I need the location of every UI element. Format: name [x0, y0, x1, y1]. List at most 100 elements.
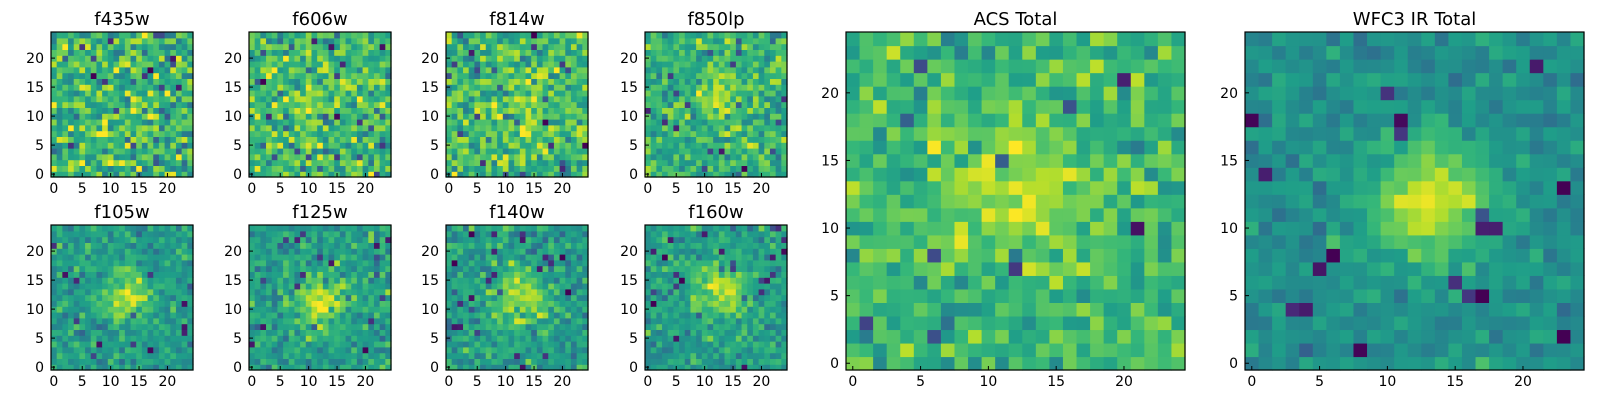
heatmap-cell: [271, 271, 278, 278]
heatmap-cell: [525, 271, 532, 278]
heatmap-cell: [277, 124, 284, 132]
heatmap-cell: [673, 317, 680, 325]
heatmap-cell: [311, 277, 318, 284]
heatmap-cell: [322, 159, 330, 166]
heatmap-cell: [724, 72, 731, 79]
heatmap-cell: [536, 32, 544, 39]
heatmap-cell: [164, 84, 171, 91]
heatmap-cell: [300, 78, 307, 85]
heatmap-cell: [662, 300, 669, 307]
heatmap-cell: [724, 358, 731, 365]
heatmap-cell: [153, 78, 160, 85]
heatmap-cell: [260, 254, 267, 261]
heatmap-cell: [62, 358, 69, 365]
heatmap-cell: [457, 90, 464, 97]
heatmap-cell: [51, 242, 58, 249]
heatmap-cell: [463, 248, 470, 255]
heatmap-cell: [107, 61, 115, 68]
heatmap-cell: [170, 271, 177, 278]
heatmap-cell: [525, 90, 532, 97]
heatmap-cell: [718, 90, 726, 97]
heatmap-cell: [536, 84, 544, 91]
heatmap-cell: [582, 32, 589, 39]
heatmap-cell: [673, 78, 680, 85]
heatmap-cell: [351, 352, 358, 359]
heatmap-cell: [502, 329, 510, 336]
heatmap-cell: [187, 55, 194, 62]
heatmap-cell: [531, 329, 538, 336]
heatmap-cell: [463, 230, 470, 238]
heatmap-cell: [351, 113, 358, 120]
heatmap-cell: [542, 136, 549, 143]
heatmap-cell: [102, 171, 109, 178]
heatmap-cell: [164, 49, 171, 56]
heatmap-cell: [775, 317, 782, 325]
heatmap-cell: [747, 107, 754, 114]
heatmap-cell: [283, 254, 290, 261]
heatmap-cell: [249, 165, 256, 172]
heatmap-cell: [254, 317, 261, 325]
heatmap-cell: [305, 352, 313, 359]
heatmap-cell: [385, 225, 392, 232]
heatmap-cell: [379, 37, 386, 45]
heatmap-cell: [130, 124, 137, 132]
heatmap-cell: [90, 124, 98, 132]
heatmap-cell: [525, 55, 532, 62]
heatmap-cell: [491, 358, 498, 365]
heatmap-cell: [474, 148, 481, 155]
heatmap-cell: [351, 329, 358, 336]
heatmap-cell: [480, 153, 487, 161]
heatmap-cell: [56, 101, 63, 108]
heatmap-cell: [548, 72, 555, 79]
heatmap-cell: [317, 159, 324, 166]
heatmap-cell: [277, 358, 284, 365]
heatmap-cell: [735, 352, 743, 359]
heatmap-cell: [684, 32, 692, 39]
heatmap-cell: [684, 294, 692, 301]
heatmap-cell: [153, 95, 160, 103]
heatmap-cell: [328, 72, 335, 79]
heatmap-cell: [260, 364, 267, 371]
heatmap-cell: [73, 113, 80, 120]
heatmap-cell: [62, 66, 69, 74]
heatmap-cell: [713, 277, 720, 284]
heatmap-cell: [542, 101, 549, 108]
heatmap-cell: [345, 283, 352, 290]
heatmap-cell: [385, 90, 392, 97]
heatmap-cell: [368, 153, 375, 161]
heatmap-cell: [119, 265, 126, 272]
heatmap-cell: [781, 335, 788, 342]
heatmap-cell: [480, 265, 487, 272]
heatmap-cell: [713, 66, 720, 74]
heatmap-cell: [747, 61, 754, 68]
heatmap-cell: [158, 323, 166, 330]
heatmap-cell: [187, 153, 194, 161]
heatmap-cell: [147, 37, 154, 45]
heatmap-cell: [491, 242, 498, 249]
heatmap-cell: [645, 317, 652, 325]
heatmap-cell: [548, 248, 555, 255]
heatmap-cell: [102, 225, 109, 232]
heatmap-cell: [254, 37, 261, 45]
heatmap-cell: [322, 148, 330, 155]
heatmap-cell: [334, 329, 341, 336]
heatmap-cell: [288, 225, 296, 232]
heatmap-cell: [124, 49, 132, 56]
heatmap-cell: [781, 271, 788, 278]
heatmap-cell: [713, 142, 720, 149]
heatmap-cell: [334, 84, 341, 91]
heatmap-cell: [497, 277, 504, 284]
heatmap-cell: [707, 136, 714, 143]
y-tick-label: 0: [35, 167, 44, 183]
heatmap-cell: [379, 329, 386, 336]
heatmap-cell: [254, 323, 261, 330]
heatmap-cell: [446, 317, 453, 325]
heatmap-cell: [147, 49, 154, 56]
heatmap-cell: [317, 43, 324, 50]
heatmap-cell: [141, 148, 149, 155]
heatmap-cell: [485, 352, 493, 359]
heatmap-cell: [328, 329, 335, 336]
heatmap-cell: [96, 317, 103, 325]
heatmap-cell: [317, 66, 324, 74]
heatmap-cell: [531, 165, 538, 172]
